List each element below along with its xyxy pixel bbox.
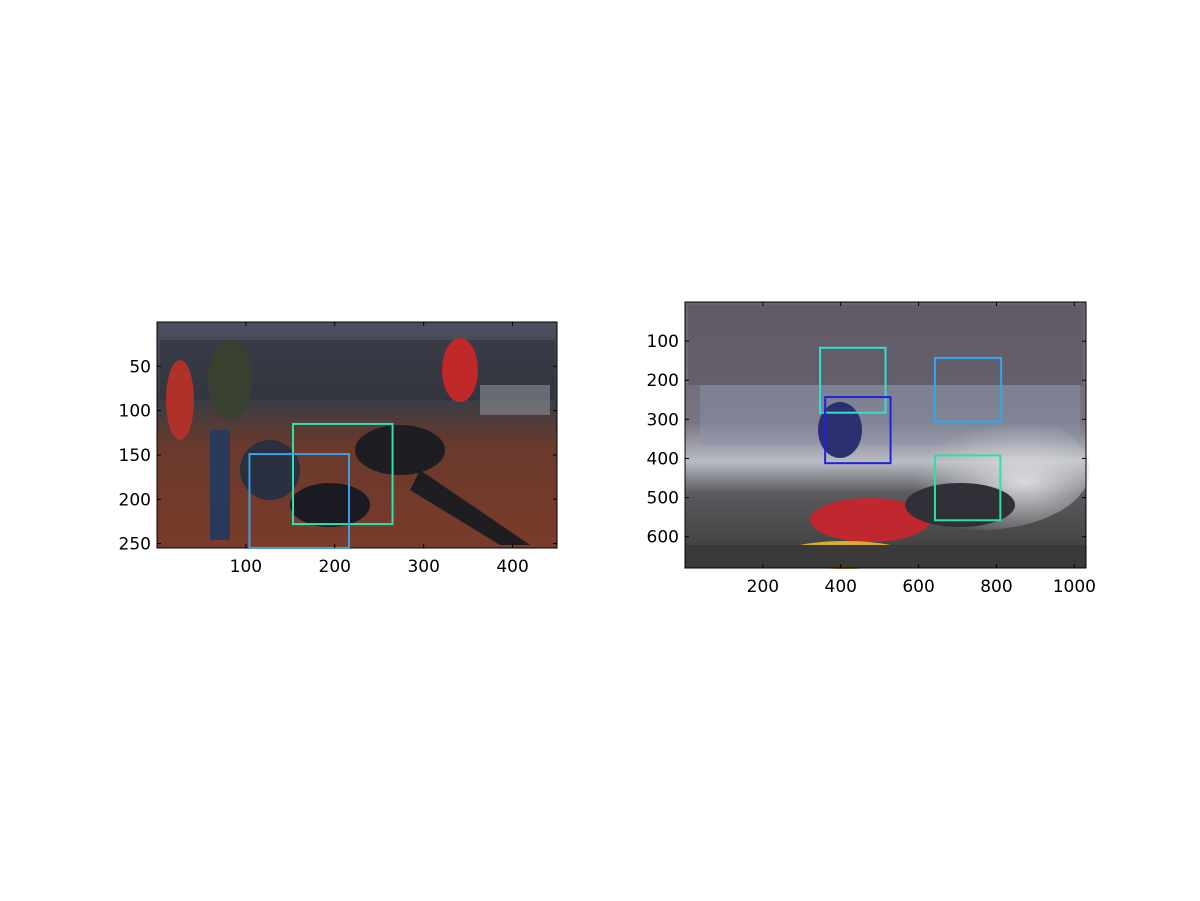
left-ytick-label-1: 100 (119, 402, 151, 422)
right-ytick-label-1: 200 (647, 371, 679, 391)
left-detection-boxes (248, 422, 394, 549)
crowd-fight-photo (157, 322, 557, 548)
right-ytick-label-4: 500 (647, 489, 679, 509)
left-xtick-label-2: 300 (407, 557, 439, 577)
left-box-0 (292, 422, 394, 526)
left-y-ticks: 50 100 150 200 250 (119, 357, 557, 555)
right-xtick-label-1: 400 (825, 577, 857, 597)
right-xtick-label-4: 1000 (1053, 577, 1096, 597)
right-box-1 (933, 356, 1003, 423)
left-ytick-label-4: 250 (119, 535, 151, 555)
right-box-0 (819, 346, 887, 414)
panel-right: 200 400 600 800 1000 100 200 300 400 500 600 (647, 301, 1096, 597)
race-car-crash-photo (685, 302, 1090, 569)
right-ytick-label-2: 300 (647, 410, 679, 430)
right-ytick-label-0: 100 (647, 332, 679, 352)
right-box-2 (824, 396, 892, 465)
left-xtick-label-1: 200 (319, 557, 351, 577)
right-axes-frame (684, 301, 1087, 569)
right-ytick-label-5: 600 (647, 528, 679, 548)
right-ytick-label-3: 400 (647, 449, 679, 469)
left-xtick-label-0: 100 (230, 557, 262, 577)
left-ytick-label-0: 50 (129, 357, 151, 377)
right-x-ticks: 200 400 600 800 1000 (747, 302, 1096, 597)
right-detection-boxes (819, 346, 1003, 522)
left-ytick-label-3: 200 (119, 490, 151, 510)
left-xtick-label-3: 400 (496, 557, 528, 577)
right-box-3 (933, 454, 1002, 522)
panel-left: 100 200 300 400 50 100 150 200 250 (119, 321, 558, 577)
right-y-ticks: 100 200 300 400 500 600 (647, 332, 1086, 548)
right-xtick-label-3: 800 (980, 577, 1012, 597)
left-axes-frame (156, 321, 558, 549)
left-ytick-label-2: 150 (119, 446, 151, 466)
left-x-ticks: 100 200 300 400 (230, 322, 529, 577)
right-xtick-label-0: 200 (747, 577, 779, 597)
left-box-1 (248, 453, 350, 549)
right-xtick-label-2: 600 (902, 577, 934, 597)
